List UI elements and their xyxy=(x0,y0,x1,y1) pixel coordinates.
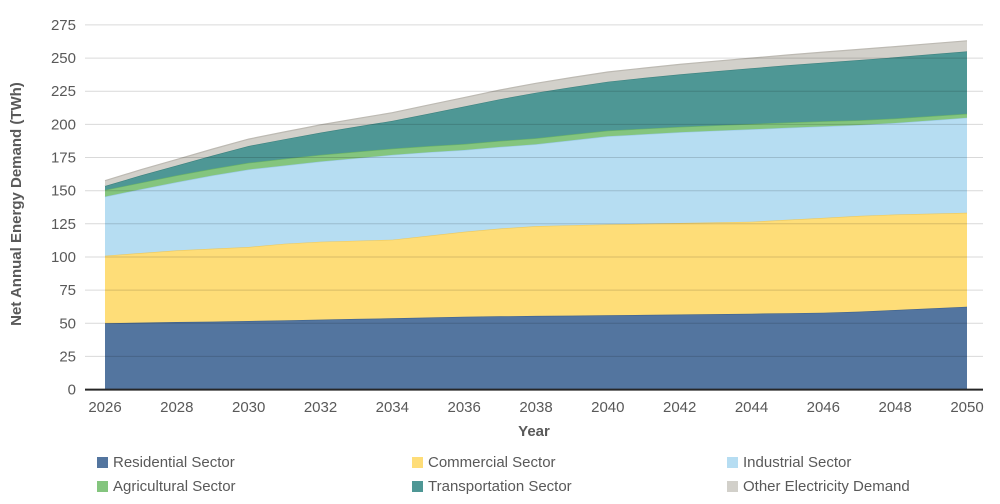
legend-item-industrial-sector: Industrial Sector xyxy=(727,453,1000,472)
x-tick-label-2042: 2042 xyxy=(663,399,696,416)
legend-swatch-agricultural-sector xyxy=(97,481,108,492)
legend-item-commercial-sector: Commercial Sector xyxy=(412,453,727,472)
y-tick-label-75: 75 xyxy=(59,282,76,299)
y-tick-label-125: 125 xyxy=(51,216,76,233)
y-tick-label-25: 25 xyxy=(59,348,76,365)
legend-label-agricultural-sector: Agricultural Sector xyxy=(113,478,236,495)
area-edge-other-electricity-demand xyxy=(104,40,968,182)
y-tick-label-275: 275 xyxy=(51,17,76,34)
legend-swatch-other-electricity-demand xyxy=(727,481,738,492)
x-tick-label-2030: 2030 xyxy=(232,399,265,416)
legend-swatch-commercial-sector xyxy=(412,457,423,468)
y-tick-label-200: 200 xyxy=(51,116,76,133)
x-tick-label-2040: 2040 xyxy=(591,399,624,416)
legend-item-agricultural-sector: Agricultural Sector xyxy=(97,477,412,496)
area-band-transportation-sector xyxy=(105,51,967,191)
x-tick-label-2028: 2028 xyxy=(160,399,193,416)
legend-label-transportation-sector: Transportation Sector xyxy=(428,478,572,495)
legend-item-other-electricity-demand: Other Electricity Demand xyxy=(727,477,1000,496)
x-tick-label-2046: 2046 xyxy=(807,399,840,416)
area-band-agricultural-sector xyxy=(105,113,967,197)
y-tick-label-50: 50 xyxy=(59,315,76,332)
y-tick-label-175: 175 xyxy=(51,150,76,167)
x-tick-label-2026: 2026 xyxy=(88,399,121,416)
legend-swatch-industrial-sector xyxy=(727,457,738,468)
y-tick-label-225: 225 xyxy=(51,83,76,100)
area-band-commercial-sector xyxy=(105,212,967,324)
x-tick-label-2032: 2032 xyxy=(304,399,337,416)
x-tick-label-2050: 2050 xyxy=(950,399,983,416)
legend-label-other-electricity-demand: Other Electricity Demand xyxy=(743,478,910,495)
legend-label-industrial-sector: Industrial Sector xyxy=(743,454,852,471)
chart-legend: Residential Sector Commercial Sector Indus… xyxy=(97,453,997,496)
x-tick-label-2044: 2044 xyxy=(735,399,768,416)
y-tick-label-100: 100 xyxy=(51,249,76,266)
legend-swatch-transportation-sector xyxy=(412,481,423,492)
x-tick-label-2038: 2038 xyxy=(519,399,552,416)
area-band-industrial-sector xyxy=(105,117,967,256)
y-tick-label-0: 0 xyxy=(68,382,76,399)
legend-item-residential-sector: Residential Sector xyxy=(97,453,412,472)
x-tick-label-2036: 2036 xyxy=(448,399,481,416)
y-tick-label-150: 150 xyxy=(51,183,76,200)
x-axis-title: Year xyxy=(518,423,550,440)
stacked-area-plot: 0 25 50 75 100 125 150 175 200 225 250 275 2026 2028 2… xyxy=(51,17,984,416)
legend-item-transportation-sector: Transportation Sector xyxy=(412,477,727,496)
x-tick-label-2048: 2048 xyxy=(879,399,912,416)
area-band-residential-sector xyxy=(105,306,967,390)
x-tick-label-2034: 2034 xyxy=(376,399,409,416)
legend-swatch-residential-sector xyxy=(97,457,108,468)
area-band-other-electricity-demand xyxy=(105,40,967,186)
legend-label-commercial-sector: Commercial Sector xyxy=(428,454,556,471)
legend-label-residential-sector: Residential Sector xyxy=(113,454,235,471)
y-tick-label-250: 250 xyxy=(51,50,76,67)
